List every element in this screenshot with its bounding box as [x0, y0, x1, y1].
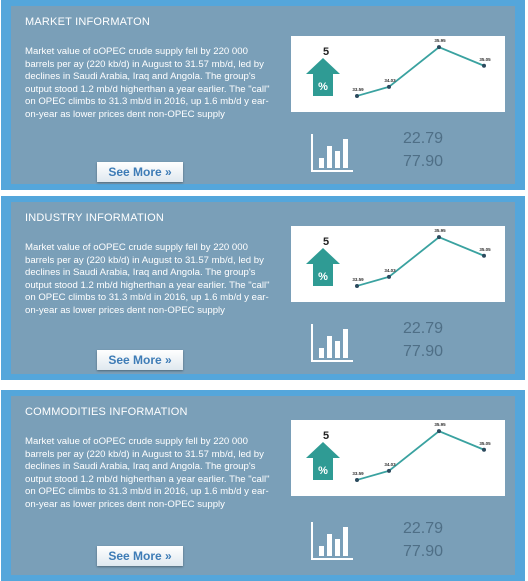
line-chart-svg: 5% 33.59 34.03 35.95 35.05 [306, 422, 491, 482]
series-line [356, 236, 485, 287]
data-point [482, 253, 486, 258]
data-point [387, 274, 391, 279]
data-point [437, 429, 441, 434]
stat-value-2: 77.90 [403, 153, 444, 170]
see-more-button[interactable]: See More » [97, 162, 183, 182]
badge-number: 5 [323, 236, 329, 248]
stat-value-1: 22.79 [403, 520, 444, 537]
data-label: 35.05 [479, 57, 491, 62]
up-arrow-percent-icon [306, 442, 340, 480]
data-label: 35.05 [479, 441, 491, 446]
bar-chart-icon [311, 324, 353, 362]
badge-percent: % [318, 81, 328, 93]
panel-body-text: Market value of oOPEC crude supply fell … [25, 436, 270, 510]
panel-body-text: Market value of oOPEC crude supply fell … [25, 46, 270, 120]
line-chart: 5% 33.59 34.03 35.95 35.05 [291, 36, 505, 112]
data-label: 34.03 [384, 462, 396, 467]
panel-title: INDUSTRY INFORMATION [25, 212, 165, 224]
data-label: 33.59 [352, 277, 364, 282]
up-arrow-percent-icon [306, 58, 340, 96]
data-label: 34.03 [384, 268, 396, 273]
see-more-button[interactable]: See More » [97, 350, 183, 370]
stat-value-2: 77.90 [403, 543, 444, 560]
data-point [355, 93, 359, 98]
industry-info-card: INDUSTRY INFORMATION Market value of oOP… [11, 202, 515, 374]
panel-body-text: Market value of oOPEC crude supply fell … [25, 242, 270, 316]
market-info-panel: MARKET INFORMATON Market value of oOPEC … [1, 0, 525, 190]
badge-percent: % [318, 271, 328, 283]
commodities-info-card: COMMODITIES INFORMATION Market value of … [11, 396, 515, 575]
line-chart: 5% 33.59 34.03 35.95 35.05 [291, 226, 505, 302]
series-line [356, 46, 485, 97]
data-point [387, 468, 391, 473]
data-label: 34.03 [384, 78, 396, 83]
badge-number: 5 [323, 46, 329, 58]
data-point [437, 235, 441, 240]
industry-info-panel: INDUSTRY INFORMATION Market value of oOP… [1, 196, 525, 380]
data-label: 33.59 [352, 471, 364, 476]
panel-title: COMMODITIES INFORMATION [25, 406, 188, 418]
data-point [355, 477, 359, 482]
data-label: 35.95 [434, 422, 446, 427]
bar-chart-icon [311, 134, 353, 172]
data-label: 35.05 [479, 247, 491, 252]
badge-number: 5 [323, 430, 329, 442]
data-point [482, 447, 486, 452]
stat-value-2: 77.90 [403, 343, 444, 360]
panel-title: MARKET INFORMATON [25, 16, 151, 28]
line-chart-svg: 5% 33.59 34.03 35.95 35.05 [306, 228, 491, 288]
series-line [356, 430, 485, 481]
stat-value-1: 22.79 [403, 320, 444, 337]
data-label: 35.95 [434, 38, 446, 43]
data-label: 35.95 [434, 228, 446, 233]
commodities-info-panel: COMMODITIES INFORMATION Market value of … [1, 390, 525, 581]
line-chart: 5% 33.59 34.03 35.95 35.05 [291, 420, 505, 496]
data-point [355, 283, 359, 288]
see-more-button[interactable]: See More » [97, 546, 183, 566]
bar-chart-icon [311, 522, 353, 560]
badge-percent: % [318, 465, 328, 477]
market-info-card: MARKET INFORMATON Market value of oOPEC … [11, 6, 515, 184]
stat-value-1: 22.79 [403, 130, 444, 147]
data-point [437, 45, 441, 50]
data-label: 33.59 [352, 87, 364, 92]
up-arrow-percent-icon [306, 248, 340, 286]
data-point [387, 84, 391, 89]
line-chart-svg: 5% 33.59 34.03 35.95 35.05 [306, 38, 491, 98]
data-point [482, 63, 486, 68]
